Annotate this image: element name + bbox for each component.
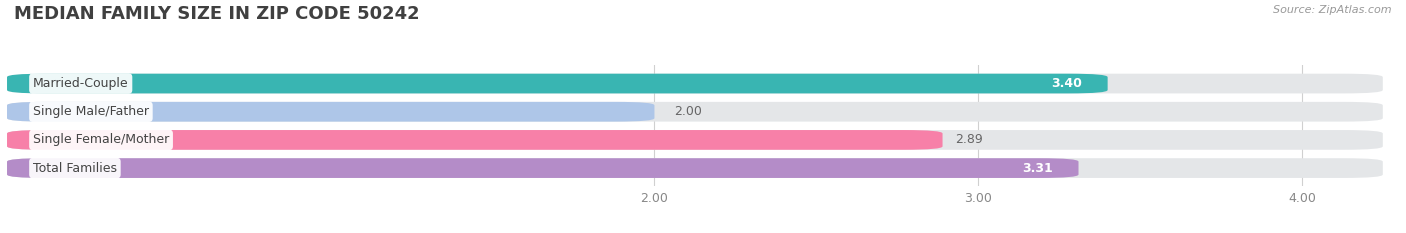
FancyBboxPatch shape xyxy=(7,158,1382,178)
FancyBboxPatch shape xyxy=(7,130,1382,150)
Text: 2.00: 2.00 xyxy=(673,105,702,118)
Text: 3.40: 3.40 xyxy=(1050,77,1081,90)
Text: Single Female/Mother: Single Female/Mother xyxy=(32,134,169,146)
Text: MEDIAN FAMILY SIZE IN ZIP CODE 50242: MEDIAN FAMILY SIZE IN ZIP CODE 50242 xyxy=(14,5,419,23)
Text: Single Male/Father: Single Male/Father xyxy=(32,105,149,118)
FancyBboxPatch shape xyxy=(7,158,1078,178)
Text: 3.31: 3.31 xyxy=(1022,161,1053,175)
FancyBboxPatch shape xyxy=(7,102,654,122)
Text: Source: ZipAtlas.com: Source: ZipAtlas.com xyxy=(1274,5,1392,15)
FancyBboxPatch shape xyxy=(7,130,942,150)
FancyBboxPatch shape xyxy=(7,74,1108,93)
Text: Total Families: Total Families xyxy=(32,161,117,175)
Text: 2.89: 2.89 xyxy=(956,134,983,146)
FancyBboxPatch shape xyxy=(7,102,1382,122)
Text: Married-Couple: Married-Couple xyxy=(32,77,128,90)
FancyBboxPatch shape xyxy=(7,74,1382,93)
